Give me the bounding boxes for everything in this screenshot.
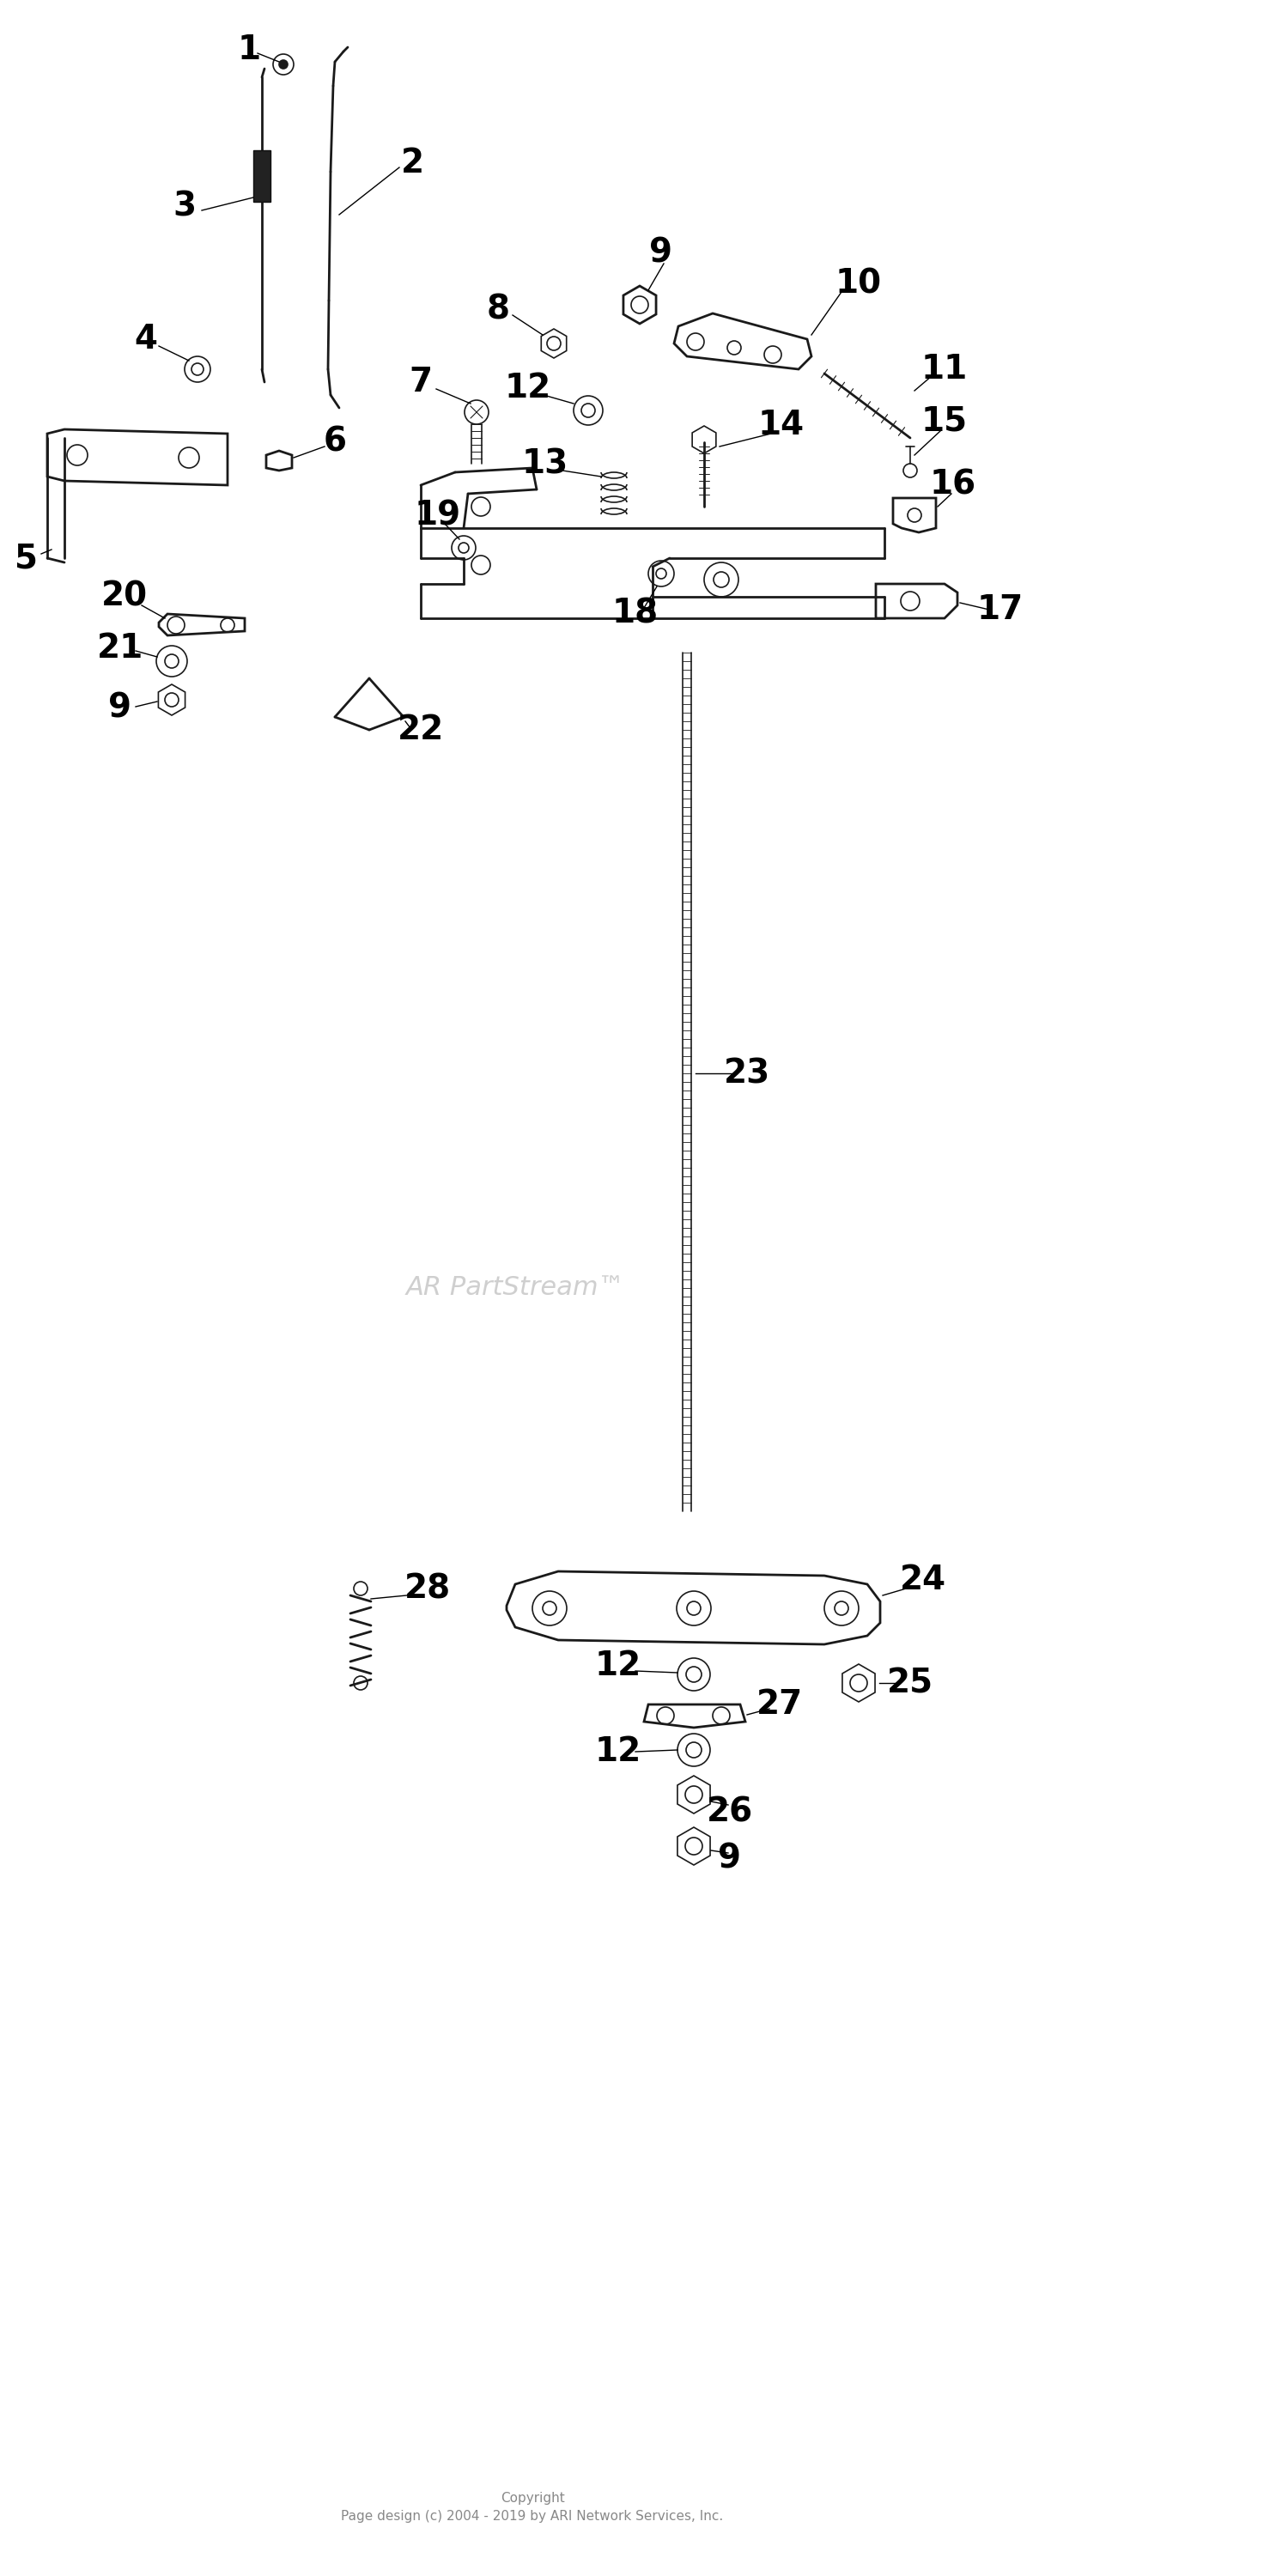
- Text: 23: 23: [724, 1056, 770, 1090]
- Text: 15: 15: [921, 404, 967, 438]
- Text: 1: 1: [237, 33, 260, 67]
- Text: 18: 18: [612, 598, 658, 631]
- Text: 4: 4: [134, 322, 157, 355]
- Text: 9: 9: [108, 693, 131, 724]
- Text: 22: 22: [398, 714, 444, 747]
- Text: 16: 16: [930, 469, 976, 502]
- Bar: [254, 149, 270, 201]
- Text: 13: 13: [522, 448, 568, 479]
- Text: 27: 27: [756, 1687, 802, 1721]
- Text: 12: 12: [505, 371, 551, 404]
- Text: 24: 24: [900, 1564, 947, 1597]
- Text: 28: 28: [404, 1571, 451, 1605]
- Text: Copyright
Page design (c) 2004 - 2019 by ARI Network Services, Inc.: Copyright Page design (c) 2004 - 2019 by…: [341, 2491, 724, 2522]
- Text: 11: 11: [921, 353, 967, 386]
- Text: 8: 8: [487, 294, 510, 325]
- Text: 9: 9: [719, 1842, 742, 1875]
- Text: 20: 20: [102, 580, 148, 613]
- Text: 21: 21: [97, 631, 143, 665]
- Text: 5: 5: [14, 541, 37, 574]
- Text: 17: 17: [978, 592, 1024, 626]
- Text: AR PartStream™: AR PartStream™: [406, 1275, 625, 1301]
- Circle shape: [279, 59, 287, 70]
- Text: 19: 19: [415, 500, 461, 531]
- Text: 9: 9: [649, 237, 672, 270]
- Text: 7: 7: [410, 366, 433, 399]
- Text: 26: 26: [707, 1795, 753, 1829]
- Text: 10: 10: [836, 268, 882, 299]
- Text: 12: 12: [595, 1649, 641, 1682]
- Text: 25: 25: [887, 1667, 934, 1700]
- Text: 2: 2: [401, 147, 424, 180]
- Text: 6: 6: [323, 425, 346, 459]
- Text: 12: 12: [595, 1736, 641, 1767]
- Text: 3: 3: [173, 191, 196, 222]
- Text: 14: 14: [759, 410, 805, 440]
